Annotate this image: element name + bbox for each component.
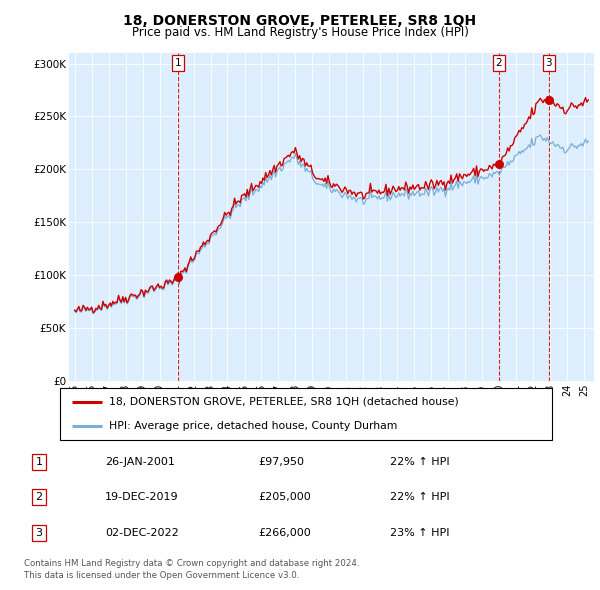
Text: Contains HM Land Registry data © Crown copyright and database right 2024.: Contains HM Land Registry data © Crown c… (24, 559, 359, 568)
Text: 2: 2 (35, 493, 43, 502)
FancyBboxPatch shape (60, 388, 552, 440)
Text: 1: 1 (35, 457, 43, 467)
Text: 18, DONERSTON GROVE, PETERLEE, SR8 1QH: 18, DONERSTON GROVE, PETERLEE, SR8 1QH (124, 14, 476, 28)
Text: Price paid vs. HM Land Registry's House Price Index (HPI): Price paid vs. HM Land Registry's House … (131, 26, 469, 39)
Text: 23% ↑ HPI: 23% ↑ HPI (390, 528, 449, 537)
Text: 18, DONERSTON GROVE, PETERLEE, SR8 1QH (detached house): 18, DONERSTON GROVE, PETERLEE, SR8 1QH (… (109, 396, 459, 407)
Text: £266,000: £266,000 (258, 528, 311, 537)
Text: £97,950: £97,950 (258, 457, 304, 467)
Text: 3: 3 (545, 58, 552, 68)
Text: £205,000: £205,000 (258, 493, 311, 502)
Text: 22% ↑ HPI: 22% ↑ HPI (390, 457, 449, 467)
Text: 19-DEC-2019: 19-DEC-2019 (105, 493, 179, 502)
Text: 2: 2 (495, 58, 502, 68)
Text: 02-DEC-2022: 02-DEC-2022 (105, 528, 179, 537)
Text: This data is licensed under the Open Government Licence v3.0.: This data is licensed under the Open Gov… (24, 571, 299, 579)
Text: HPI: Average price, detached house, County Durham: HPI: Average price, detached house, Coun… (109, 421, 398, 431)
Text: 22% ↑ HPI: 22% ↑ HPI (390, 493, 449, 502)
Text: 26-JAN-2001: 26-JAN-2001 (105, 457, 175, 467)
Text: 1: 1 (175, 58, 181, 68)
Text: 3: 3 (35, 528, 43, 537)
